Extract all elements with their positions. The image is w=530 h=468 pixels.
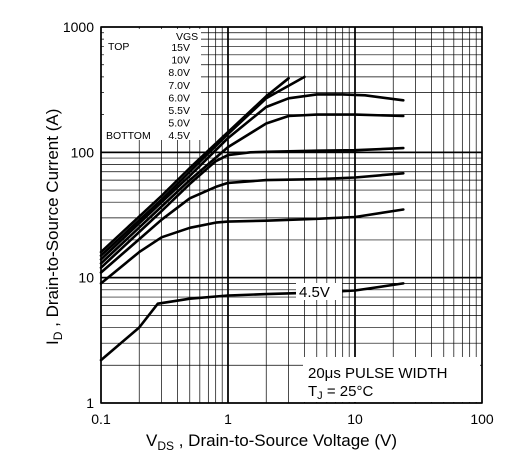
legend-top-label: TOP [108, 41, 129, 53]
series-layer [99, 75, 405, 362]
x-axis-label-symbol: V [146, 431, 158, 450]
x-tick-label: 10 [347, 411, 363, 427]
series-line-6 [99, 172, 405, 274]
y-tick-label: 10 [78, 270, 94, 286]
legend-header: VGS [176, 31, 198, 43]
legend-box [104, 29, 201, 140]
x-axis-label-text: , Drain-to-Source Voltage (V) [174, 431, 397, 450]
legend-entry: 5.5V [168, 105, 190, 117]
x-tick-label: 100 [470, 411, 494, 427]
legend-bottom-label: BOTTOM [106, 130, 151, 142]
series-line-7 [99, 208, 405, 285]
series-line-3 [99, 93, 405, 261]
annotation-box [303, 357, 480, 402]
legend-entry: 7.0V [168, 80, 190, 92]
temperature-note: TJ = 25°C [308, 383, 373, 402]
series-line-4 [99, 113, 405, 265]
y-tick-label: 1 [86, 395, 94, 411]
y-axis-label: ID , Drain-to-Source Current (A) [43, 109, 65, 345]
curve-label-4-5v: 4.5V [299, 284, 330, 301]
x-axis-label-subscript: DS [157, 439, 174, 453]
legend-entry: 15V [171, 42, 190, 54]
legend-entry: 5.0V [168, 118, 190, 130]
minor-grid [101, 27, 482, 403]
curve-label-bg [296, 283, 342, 300]
temperature-symbol: T [308, 383, 317, 400]
y-tick-label: 100 [71, 144, 95, 160]
temperature-subscript: J [317, 390, 323, 402]
series-line-5 [99, 146, 405, 270]
y-axis-label-text: , Drain-to-Source Current (A) [43, 109, 62, 332]
x-tick-label: 0.1 [91, 411, 111, 427]
legend-entry: 10V [171, 55, 190, 67]
x-axis-label: VDS , Drain-to-Source Voltage (V) [146, 431, 397, 453]
y-axis-label-symbol: I [43, 340, 62, 345]
series-line-1 [99, 77, 290, 254]
legend-entry: 6.0V [168, 92, 190, 104]
legend-entry: 4.5V [168, 130, 190, 142]
series-line-8 [99, 282, 405, 362]
series-line-2 [99, 75, 306, 257]
legend-entry: 8.0V [168, 67, 190, 79]
y-tick-label: 1000 [63, 19, 94, 35]
temperature-value: = 25°C [323, 383, 374, 400]
y-axis-label-subscript: D [51, 331, 65, 340]
plot-frame [100, 26, 483, 404]
x-tick-label: 1 [224, 411, 232, 427]
pulse-width-note: 20μs PULSE WIDTH [308, 365, 448, 382]
